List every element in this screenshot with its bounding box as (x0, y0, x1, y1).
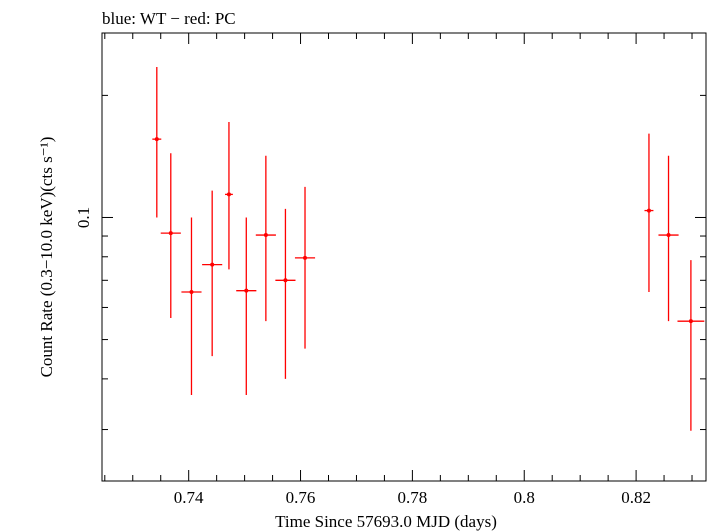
data-marker (226, 192, 231, 197)
data-series (152, 66, 705, 431)
data-marker (210, 262, 215, 267)
y-tick-label: 0.1 (74, 207, 93, 228)
data-point (160, 153, 181, 319)
data-marker (244, 288, 249, 293)
data-marker (666, 233, 671, 238)
axes: 0.74 0.76 0.78 0.8 0.82 0.1 (74, 33, 706, 507)
data-marker (263, 233, 268, 238)
data-marker (303, 255, 308, 260)
data-marker (189, 290, 194, 295)
data-point (294, 186, 316, 349)
x-tick-label: 0.74 (174, 488, 204, 507)
data-point (236, 217, 257, 395)
data-point (644, 133, 654, 293)
series-group (152, 66, 705, 431)
data-point (677, 260, 705, 431)
data-marker (646, 208, 651, 213)
x-tick-label: 0.82 (621, 488, 651, 507)
data-point (255, 155, 276, 322)
x-tick-label: 0.76 (286, 488, 316, 507)
x-axis-label: Time Since 57693.0 MJD (days) (275, 512, 497, 531)
data-marker (168, 231, 173, 236)
x-tick-label: 0.78 (398, 488, 428, 507)
data-marker (688, 319, 693, 324)
data-point (275, 208, 296, 379)
x-tick-label: 0.8 (514, 488, 535, 507)
data-marker (154, 137, 159, 142)
data-point (202, 190, 223, 357)
plot-frame (101, 32, 707, 482)
data-point (181, 217, 202, 395)
data-point (225, 121, 233, 270)
data-point (152, 66, 162, 218)
data-marker (283, 278, 288, 283)
data-point (658, 155, 679, 322)
y-axis-label: Count Rate (0.3−10.0 keV)(cts s⁻¹) (37, 137, 56, 378)
chart-title: blue: WT − red: PC (102, 9, 236, 28)
